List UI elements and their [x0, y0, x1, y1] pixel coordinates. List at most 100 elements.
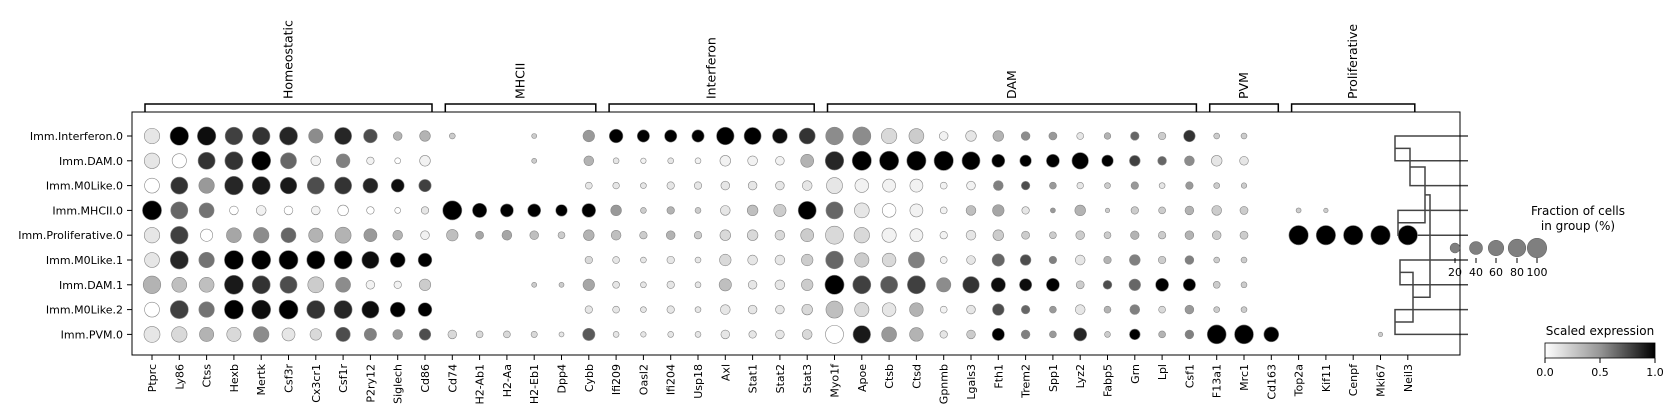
- dot-Imm.DAM.1-Csf1r: [335, 277, 351, 293]
- dot-Imm.M0Like.1-Fabp5: [1103, 255, 1112, 265]
- dot-Imm.M0Like.1-Myo1f: [825, 250, 844, 270]
- dot-Imm.M0Like.1-Ifi204: [666, 255, 675, 265]
- dot-Imm.DAM.1-Cx3cr1: [307, 276, 325, 294]
- gene-label-Cd74: Cd74: [446, 364, 459, 393]
- dot-Imm.MHCII.0-Csf1r: [337, 204, 349, 217]
- dot-Imm.DAM.1-Mertk: [251, 275, 271, 295]
- dot-Imm.Proliferative.0-Csf1r: [334, 226, 352, 244]
- dot-Imm.Interferon.0-F13a1: [1213, 132, 1220, 140]
- dot-Imm.DAM.0-Ifi209: [612, 157, 620, 165]
- dot-Imm.M0Like.0-Apoe: [854, 178, 869, 193]
- dot-Imm.DAM.1-Fabp5: [1102, 280, 1113, 290]
- dot-Imm.PVM.0-Mertk: [253, 326, 270, 343]
- gene-label-Gpnmb: Gpnmb: [938, 364, 951, 404]
- dot-Imm.DAM.0-Fabp5: [1101, 154, 1114, 167]
- size-legend-dot-20: [1449, 242, 1461, 254]
- dot-Imm.Proliferative.0-Dpp4: [557, 231, 566, 239]
- color-legend: Scaled expression 0.0 0.5 1.0: [1536, 324, 1664, 379]
- dot-Imm.Interferon.0-Cx3cr1: [308, 128, 324, 144]
- dot-Imm.M0Like.2-Ctsb: [881, 302, 897, 317]
- dot-Imm.PVM.0-Ctsd: [909, 327, 924, 342]
- dot-Imm.PVM.0-Lyz2: [1073, 327, 1087, 342]
- gene-label-Mki67: Mki67: [1375, 364, 1388, 397]
- group-label-Imm.Interferon.0: Imm.Interferon.0: [30, 130, 123, 143]
- dot-Imm.PVM.0-Dpp4: [558, 331, 565, 338]
- dot-Imm.M0Like.0-Cd86: [418, 179, 432, 193]
- dot-Imm.MHCII.0-Oasl2: [640, 207, 647, 214]
- size-legend-dot-80: [1507, 238, 1527, 258]
- gene-group-label-DAM: DAM: [1004, 70, 1019, 99]
- gene-group-label-PVM: PVM: [1236, 72, 1251, 99]
- dot-Imm.PVM.0-Stat3: [802, 329, 813, 340]
- dot-Imm.Interferon.0-Fth1: [992, 130, 1004, 142]
- dot-Imm.PVM.0-Siglech: [392, 329, 403, 340]
- group-label-Imm.M0Like.1: Imm.M0Like.1: [46, 254, 123, 267]
- dot-Imm.MHCII.0-Dpp4: [555, 204, 568, 217]
- dot-Imm.PVM.0-Ctss: [199, 326, 215, 342]
- dot-Imm.DAM.0-Csf3r: [280, 152, 297, 170]
- dot-Imm.M0Like.0-Gpnmb: [939, 181, 948, 190]
- dot-Imm.PVM.0-Oasl2: [640, 331, 647, 338]
- gene-label-Lyz2: Lyz2: [1074, 364, 1087, 388]
- dot-Imm.MHCII.0-Apoe: [854, 202, 870, 219]
- size-legend-label-40: 40: [1469, 266, 1483, 279]
- gene-label-Usp18: Usp18: [692, 364, 705, 399]
- dot-Imm.PVM.0-Cd74: [447, 329, 457, 340]
- gene-label-Fth1: Fth1: [992, 364, 1005, 389]
- dot-Imm.PVM.0-Mki67: [1377, 331, 1384, 337]
- dot-Imm.M0Like.1-Lyz2: [1075, 254, 1086, 266]
- dot-Imm.M0Like.0-Lyz2: [1076, 182, 1084, 190]
- dot-Imm.Proliferative.0-Siglech: [392, 230, 403, 241]
- dot-Imm.Proliferative.0-Lyz2: [1075, 230, 1085, 240]
- dot-Imm.MHCII.0-Top2a: [1295, 207, 1302, 214]
- dot-Imm.Interferon.0-H2-Eb1: [531, 133, 538, 139]
- dot-Imm.Proliferative.0-H2-Aa: [501, 230, 513, 241]
- dot-Imm.MHCII.0-Cd74: [442, 200, 463, 221]
- bracket-PVM: [1208, 103, 1280, 112]
- gene-label-Ifi204: Ifi204: [665, 364, 678, 395]
- dot-Imm.Interferon.0-Hexb: [224, 126, 243, 146]
- y-axis-group-labels: Imm.Interferon.0 Imm.DAM.0 Imm.M0Like.0 Imm…: [18, 130, 132, 341]
- dot-Imm.M0Like.0-Csf1: [1185, 181, 1194, 190]
- dot-Imm.M0Like.1-Trem2: [1019, 254, 1032, 266]
- dot-Imm.Interferon.0-Mrc1: [1240, 132, 1248, 140]
- gene-label-Cenpf: Cenpf: [1347, 363, 1360, 396]
- dot-Imm.Proliferative.0-Csf3r: [280, 227, 297, 243]
- color-legend-title: Scaled expression: [1546, 324, 1654, 338]
- dot-Imm.PVM.0-P2ry12: [363, 327, 377, 341]
- gene-label-H2-Aa: H2-Aa: [501, 364, 514, 397]
- dot-Imm.PVM.0-Ly86: [171, 326, 188, 343]
- dot-Imm.M0Like.1-Ctsb: [881, 252, 897, 268]
- dot-Imm.DAM.1-Csf1: [1182, 278, 1196, 292]
- gene-label-Siglech: Siglech: [392, 364, 405, 404]
- dot-Imm.DAM.0-Stat1: [747, 155, 758, 166]
- dot-Imm.M0Like.1-Siglech: [389, 252, 406, 268]
- dot-Imm.M0Like.1-Axl: [719, 253, 732, 267]
- dot-Imm.DAM.0-H2-Eb1: [531, 157, 538, 164]
- dot-Imm.M0Like.2-Spp1: [1049, 305, 1057, 314]
- dot-Imm.M0Like.0-Ctss: [198, 177, 215, 194]
- dot-Imm.M0Like.0-Ctsd: [909, 178, 924, 193]
- dot-Imm.DAM.0-Usp18: [694, 157, 702, 165]
- dot-Imm.DAM.1-H2-Eb1: [531, 281, 538, 288]
- dot-Imm.Proliferative.0-Spp1: [1049, 231, 1057, 239]
- dot-Imm.MHCII.0-Lyz2: [1074, 204, 1086, 217]
- gene-label-Apoe: Apoe: [856, 364, 869, 392]
- dot-Imm.M0Like.2-Usp18: [694, 306, 702, 313]
- dot-Imm.M0Like.1-Grn: [1129, 254, 1141, 266]
- dot-Imm.DAM.0-Fth1: [991, 154, 1006, 168]
- gene-group-label-Homeostatic: Homeostatic: [281, 20, 296, 99]
- group-label-Imm.PVM.0: Imm.PVM.0: [61, 328, 123, 341]
- dot-Imm.MHCII.0-Mrc1: [1239, 206, 1249, 215]
- dot-Imm.PVM.0-Ctsb: [881, 326, 897, 343]
- size-legend-dot-40: [1469, 241, 1483, 255]
- dot-Imm.Proliferative.0-Mertk: [253, 227, 270, 244]
- dot-Imm.DAM.1-Gpnmb: [936, 277, 952, 293]
- dot-Imm.DAM.1-Ctsb: [880, 275, 898, 294]
- dot-Imm.DAM.1-Myo1f: [824, 274, 845, 295]
- dot-Imm.DAM.1-Ly86: [171, 277, 188, 293]
- dot-Imm.MHCII.0-Cd86: [420, 206, 430, 215]
- dot-Imm.M0Like.0-Mertk: [251, 176, 271, 195]
- dot-Imm.Proliferative.0-Ifi209: [610, 230, 622, 241]
- dot-Imm.M0Like.0-Ctsb: [882, 178, 896, 193]
